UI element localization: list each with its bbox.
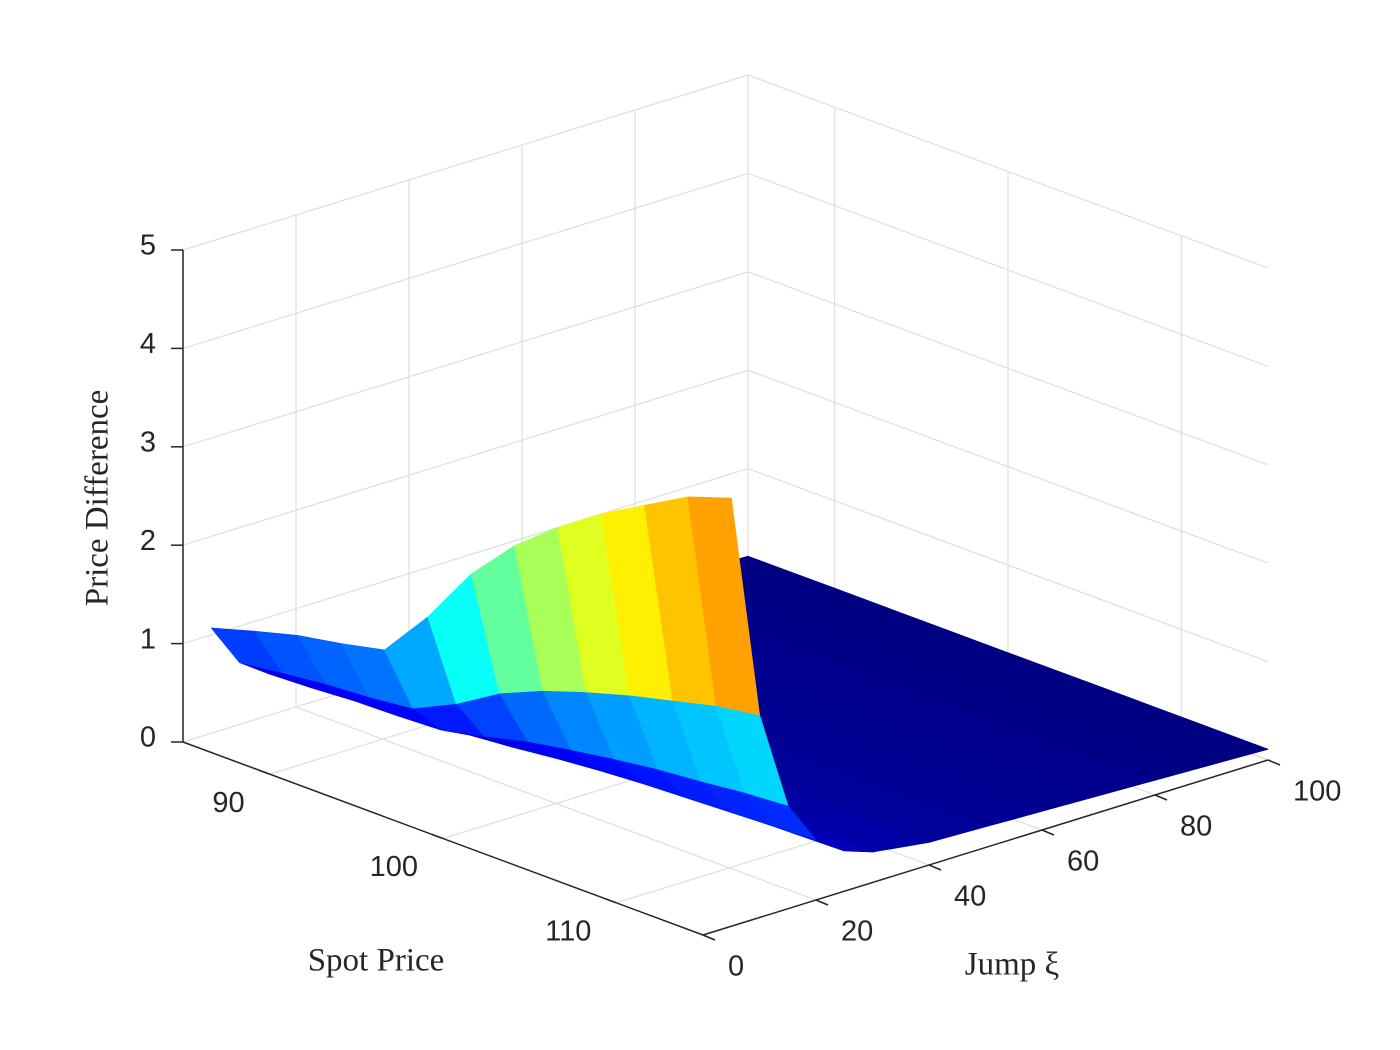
grid-line: [182, 271, 749, 448]
axes-layer: [171, 249, 1281, 941]
y-tick-label: 80: [1180, 811, 1212, 843]
z-axis-title: Price Difference: [80, 390, 116, 607]
surface: [210, 496, 1269, 853]
surface-patch: [687, 496, 760, 716]
y-tick: [702, 934, 716, 941]
z-tick-label: 1: [140, 623, 156, 655]
labels-layer: Price Difference Spot Price Jump ξ 0 1 2 3 4…: [80, 230, 1342, 983]
z-tick-label: 4: [140, 328, 156, 360]
grid-line: [747, 271, 1269, 466]
x-axis-title: Spot Price: [308, 943, 445, 979]
z-tick-label: 3: [140, 426, 156, 458]
grid-line: [747, 74, 1269, 269]
y-tick-label: 60: [1067, 846, 1099, 878]
grid-line: [182, 74, 749, 251]
y-tick: [928, 864, 942, 871]
grid-line: [295, 706, 817, 901]
x-tick-label: 100: [370, 851, 418, 883]
grid-line: [747, 172, 1269, 367]
x-tick-label: 110: [545, 915, 591, 947]
x-tick-label: 90: [212, 787, 244, 819]
y-tick-label: 0: [728, 951, 744, 983]
grid-line: [182, 468, 749, 645]
y-tick: [1041, 829, 1055, 836]
y-axis-line: [702, 759, 1269, 936]
grid-line: [182, 172, 749, 349]
z-tick-label: 2: [140, 525, 156, 557]
z-tick-label: 0: [140, 722, 156, 754]
grid-line: [747, 468, 1269, 663]
y-tick: [1267, 759, 1281, 766]
y-tick-label: 20: [841, 916, 873, 948]
y-tick: [815, 899, 829, 906]
y-axis-title: Jump ξ: [965, 947, 1059, 983]
y-tick-label: 40: [954, 881, 986, 913]
z-tick-label: 5: [140, 230, 156, 262]
x-tick: [431, 833, 444, 840]
grid-line: [182, 369, 749, 546]
y-tick-label: 100: [1293, 776, 1341, 808]
grid-line: [747, 369, 1269, 564]
x-tick: [258, 769, 270, 775]
x-tick: [605, 898, 617, 904]
y-tick: [1154, 794, 1168, 801]
